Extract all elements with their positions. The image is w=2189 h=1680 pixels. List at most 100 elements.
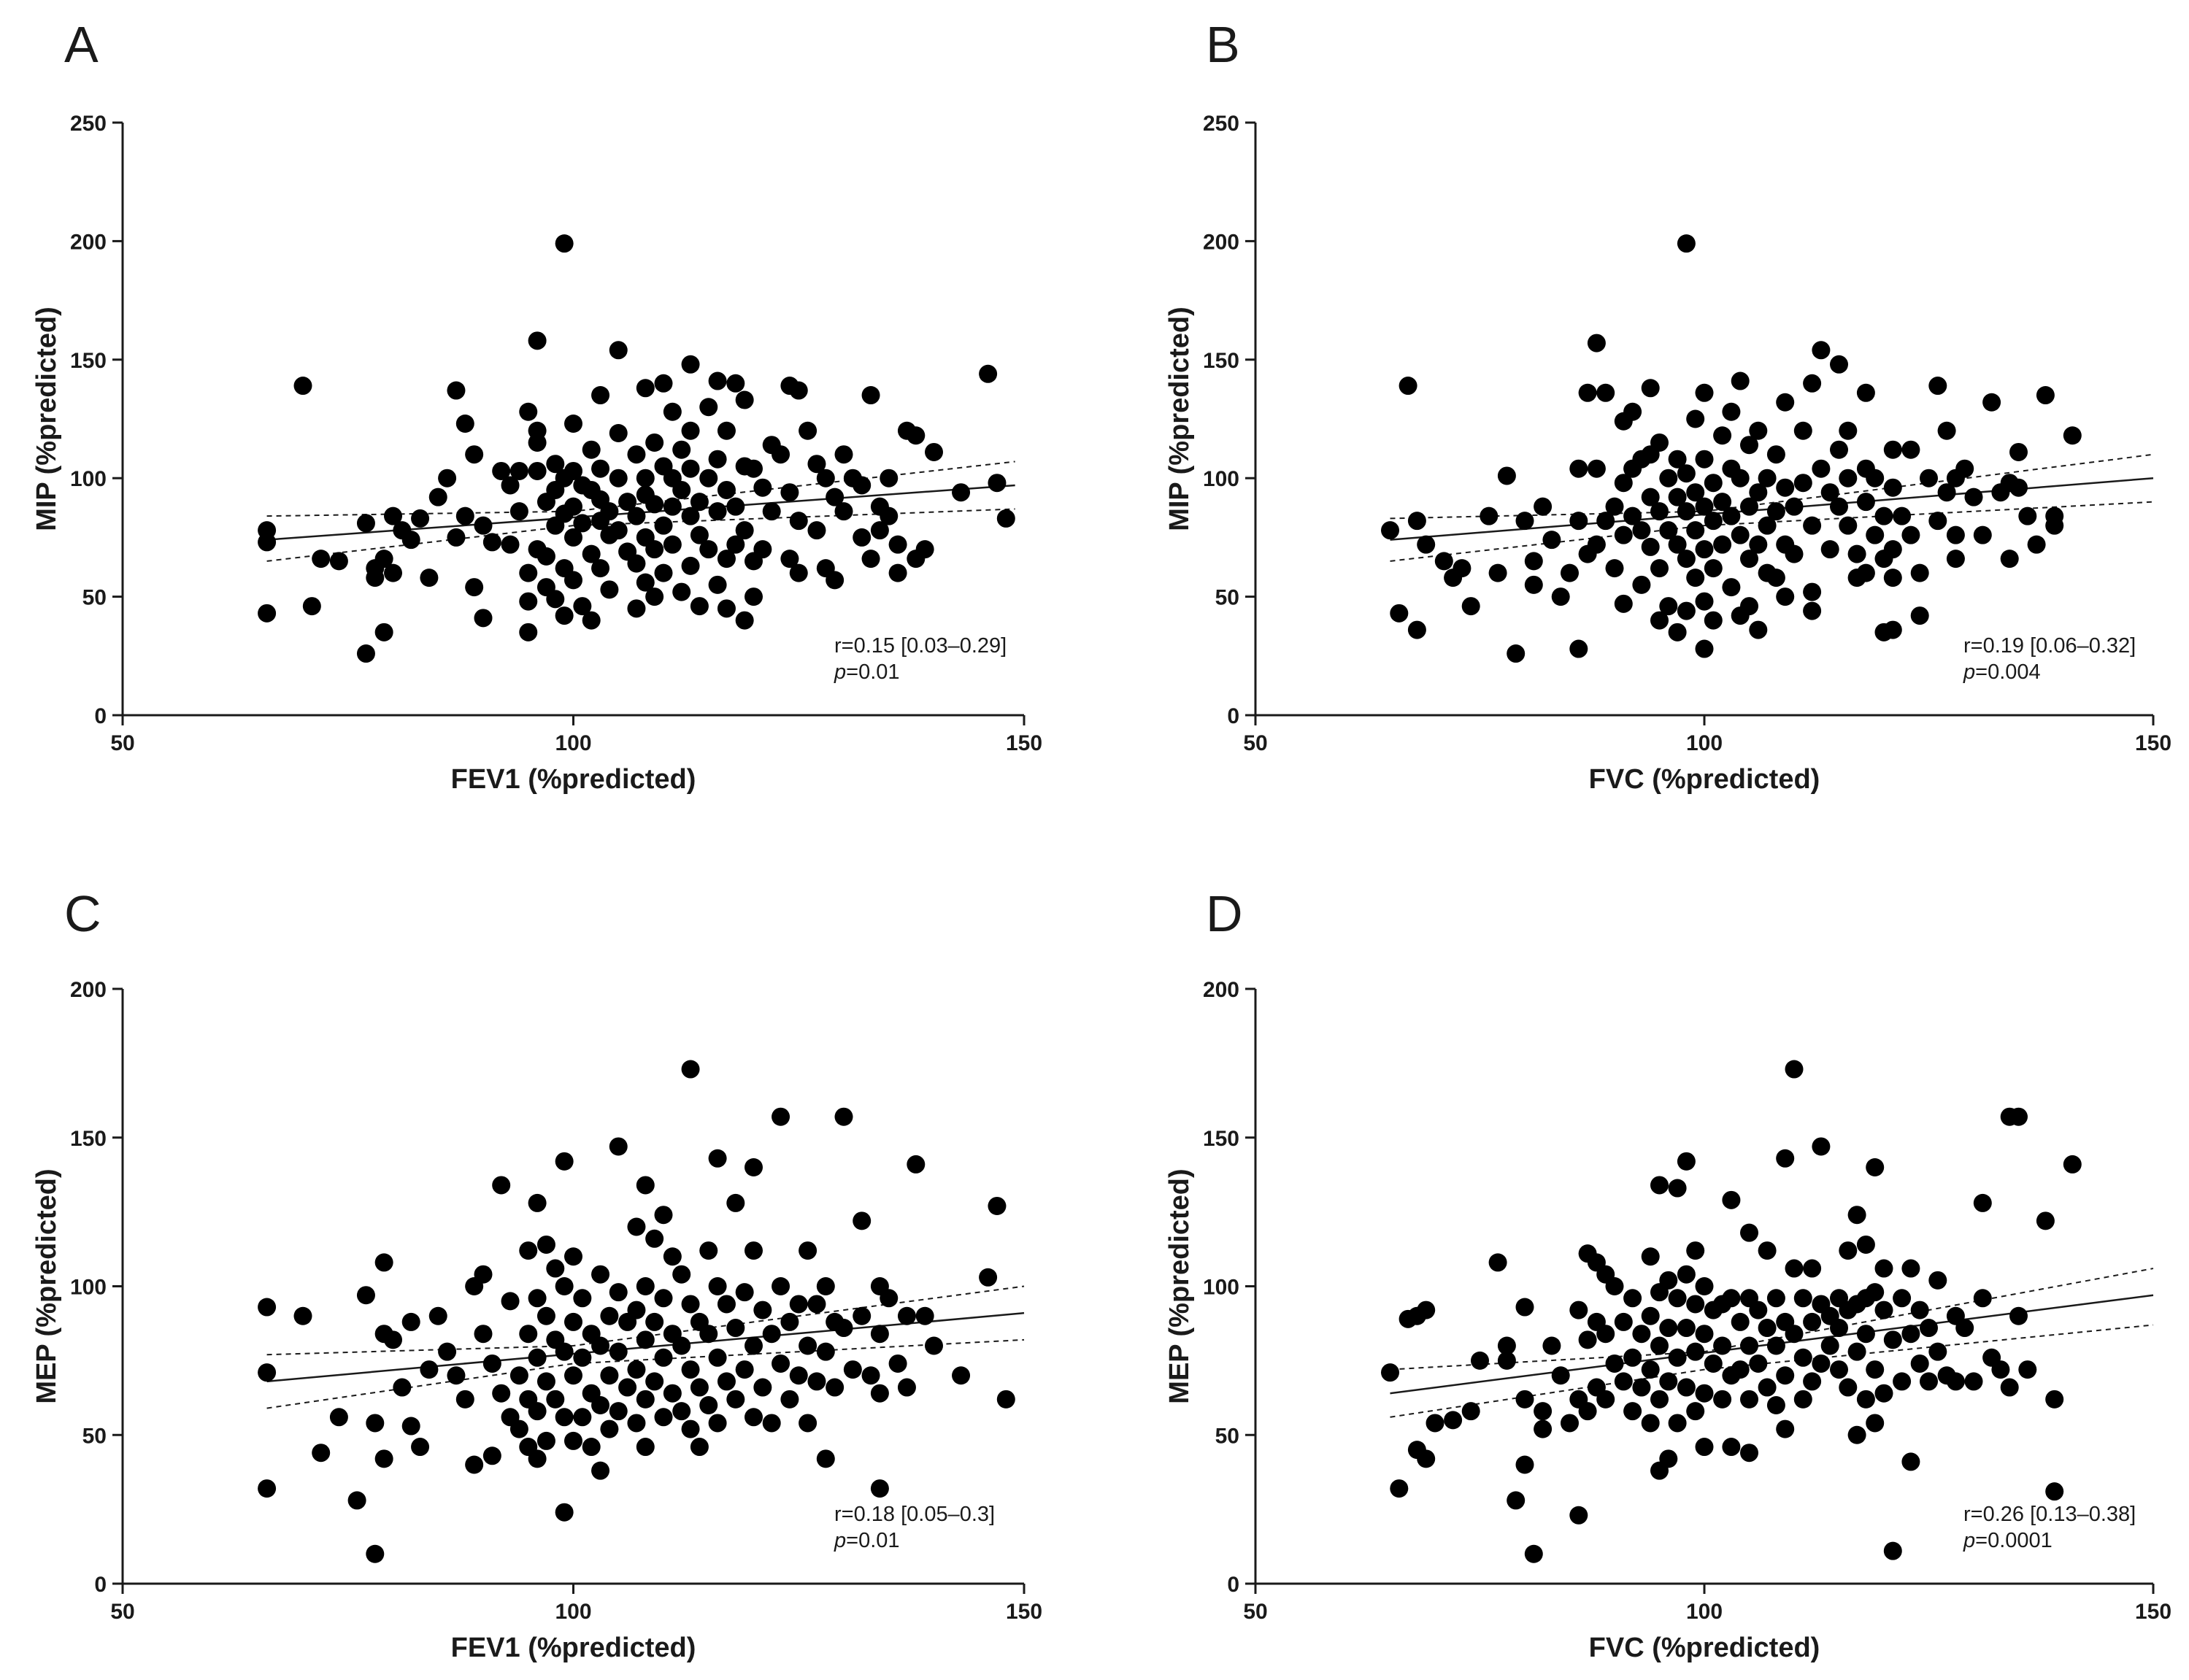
data-point bbox=[1973, 525, 1992, 544]
data-point bbox=[1901, 1325, 1920, 1344]
data-point bbox=[717, 1372, 736, 1391]
data-point bbox=[1641, 1306, 1660, 1325]
data-point bbox=[519, 563, 538, 582]
data-point bbox=[1713, 1390, 1732, 1409]
data-point bbox=[897, 1306, 916, 1325]
data-point bbox=[591, 559, 610, 578]
data-point bbox=[555, 1408, 574, 1427]
data-point bbox=[1686, 1295, 1705, 1314]
data-point bbox=[1758, 469, 1777, 488]
data-point bbox=[1641, 537, 1660, 556]
data-point bbox=[627, 506, 646, 525]
data-point bbox=[482, 1354, 501, 1373]
data-point bbox=[925, 1336, 943, 1355]
data-point bbox=[1883, 620, 1902, 639]
data-point bbox=[356, 1286, 375, 1305]
data-point bbox=[772, 1354, 790, 1373]
data-point bbox=[1614, 1312, 1633, 1331]
data-point bbox=[1785, 544, 1804, 563]
data-point bbox=[401, 531, 420, 550]
data-point bbox=[870, 1479, 889, 1498]
data-point bbox=[1650, 433, 1669, 452]
data-point bbox=[753, 540, 772, 559]
data-point bbox=[1623, 1289, 1642, 1308]
data-point bbox=[897, 1378, 916, 1397]
data-point bbox=[645, 540, 664, 559]
data-point bbox=[1497, 466, 1516, 485]
data-point bbox=[501, 1292, 520, 1311]
data-point bbox=[1722, 402, 1741, 421]
data-point bbox=[374, 550, 393, 569]
data-point bbox=[1982, 393, 2001, 412]
data-point bbox=[663, 1384, 682, 1403]
data-point bbox=[735, 611, 754, 630]
data-point bbox=[1785, 497, 1804, 516]
data-point bbox=[1632, 1378, 1651, 1397]
data-point bbox=[1542, 1336, 1561, 1355]
data-point bbox=[888, 563, 907, 582]
data-point bbox=[2027, 535, 2046, 554]
data-point bbox=[1650, 502, 1669, 521]
data-point bbox=[1668, 1414, 1687, 1433]
data-point bbox=[519, 1241, 538, 1260]
data-point bbox=[1686, 483, 1705, 502]
y-tick-label: 50 bbox=[1215, 586, 1239, 610]
data-point bbox=[907, 1155, 926, 1174]
data-point bbox=[1793, 474, 1812, 493]
data-point bbox=[600, 1366, 619, 1385]
data-point bbox=[1866, 1414, 1885, 1433]
data-point bbox=[1569, 459, 1588, 478]
data-point bbox=[1417, 1301, 1436, 1319]
data-point bbox=[645, 587, 664, 606]
data-point bbox=[600, 1306, 619, 1325]
data-point bbox=[645, 1312, 664, 1331]
data-point bbox=[1758, 1378, 1777, 1397]
data-point bbox=[2063, 426, 2082, 445]
data-point bbox=[1641, 379, 1660, 398]
data-point bbox=[834, 1319, 853, 1338]
data-point bbox=[799, 1336, 817, 1355]
data-point bbox=[1803, 582, 1822, 601]
data-point bbox=[1578, 1330, 1597, 1349]
data-point bbox=[789, 563, 808, 582]
ci-lower-line bbox=[266, 1338, 1025, 1409]
x-tick-label: 50 bbox=[1243, 731, 1267, 755]
data-point bbox=[1740, 497, 1758, 516]
panel-label: D bbox=[1206, 885, 1243, 942]
data-point bbox=[816, 1342, 835, 1361]
data-point bbox=[1928, 512, 1947, 531]
data-point bbox=[1614, 525, 1633, 544]
data-point bbox=[654, 1348, 673, 1367]
data-point bbox=[1731, 469, 1750, 488]
p-symbol: p bbox=[1963, 1529, 1975, 1552]
data-point bbox=[1964, 488, 1983, 506]
data-point bbox=[1793, 1348, 1812, 1367]
x-tick-label: 150 bbox=[2135, 1600, 2171, 1624]
data-point bbox=[1749, 1301, 1768, 1319]
data-point bbox=[1901, 525, 1920, 544]
x-tick-label: 50 bbox=[110, 1600, 134, 1624]
data-point bbox=[1901, 440, 1920, 459]
data-point bbox=[1524, 575, 1543, 594]
data-point bbox=[1686, 521, 1705, 540]
y-tick-label: 200 bbox=[1203, 978, 1239, 1002]
data-point bbox=[591, 1265, 610, 1284]
data-point bbox=[2018, 506, 2037, 525]
data-point bbox=[708, 502, 727, 521]
data-point bbox=[1461, 597, 1480, 616]
data-point bbox=[762, 1414, 781, 1433]
data-point bbox=[708, 1277, 727, 1295]
data-point bbox=[636, 379, 655, 398]
data-point bbox=[789, 512, 808, 531]
data-point bbox=[536, 547, 555, 566]
data-point bbox=[708, 371, 727, 390]
data-point bbox=[1605, 1354, 1624, 1373]
data-point bbox=[952, 1366, 971, 1385]
data-point bbox=[1803, 601, 1822, 620]
data-point bbox=[681, 355, 700, 374]
data-point bbox=[1928, 377, 1947, 396]
data-point bbox=[1793, 1390, 1812, 1409]
data-point bbox=[726, 1193, 745, 1212]
data-point bbox=[564, 414, 582, 433]
data-point bbox=[591, 459, 610, 478]
